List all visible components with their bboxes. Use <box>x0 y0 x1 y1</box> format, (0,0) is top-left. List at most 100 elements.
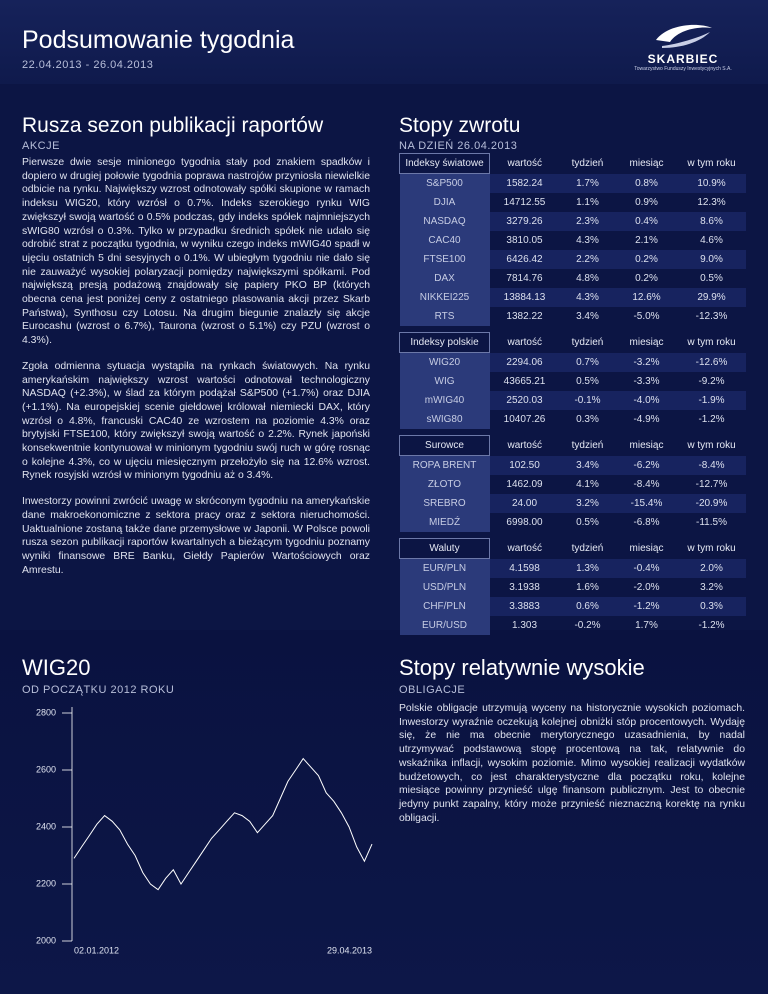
cell: 1.6% <box>576 582 599 593</box>
x-tick-label: 02.01.2012 <box>74 945 119 955</box>
table-row: USD/PLN 3.1938 1.6% -2.0% 3.2% <box>399 578 746 597</box>
row-label: WIG20 <box>399 352 490 372</box>
cell: 2.0% <box>677 558 746 578</box>
y-tick-label: 2400 <box>36 821 56 831</box>
header-cell: miesiąc <box>629 440 664 451</box>
cell: 0.4% <box>615 212 678 231</box>
row-label: S&P500 <box>399 173 490 193</box>
header-cell: tydzień <box>571 158 604 169</box>
row-label: EUR/USD <box>399 616 490 635</box>
cell: -1.9% <box>677 391 746 410</box>
cell: 6426.42 <box>489 250 560 269</box>
row-label: ZŁOTO <box>399 475 490 494</box>
section-subtitle: AKCJE <box>22 140 60 152</box>
header-cell: Indeksy światowe <box>399 153 490 174</box>
row-label: NASDAQ <box>399 212 490 231</box>
paragraph: Polskie obligacje utrzymują wyceny na hi… <box>399 703 745 824</box>
paragraph: Inwestorzy powinni zwrócić uwagę w skróc… <box>22 496 370 576</box>
cell: -8.4% <box>677 455 746 475</box>
cell: -12.6% <box>677 352 746 372</box>
table-row: NASDAQ 3279.26 2.3% 0.4% 8.6% <box>399 212 746 231</box>
table-row: mWIG40 2520.03 -0.1% -4.0% -1.9% <box>399 391 746 410</box>
cell: 8.6% <box>677 212 746 231</box>
cell: 0.9% <box>635 197 658 208</box>
header-cell: w tym roku <box>687 543 736 554</box>
header-band <box>0 0 768 84</box>
line-series <box>73 757 373 891</box>
cell: 29.9% <box>677 288 746 307</box>
table-row: EUR/PLN 4.1598 1.3% -0.4% 2.0% <box>399 558 746 578</box>
cell: 1.3% <box>559 558 616 578</box>
cell: 4.1598 <box>489 558 560 578</box>
cell: -6.8% <box>633 517 660 528</box>
cell: -1.2% <box>615 597 678 616</box>
page-dates: 22.04.2013 - 26.04.2013 <box>22 59 154 71</box>
cell: 9.0% <box>677 250 746 269</box>
header-cell: tydzień <box>571 543 604 554</box>
chart-subtitle: OD POCZĄTKU 2012 ROKU <box>22 684 175 696</box>
cell: -8.4% <box>633 479 660 490</box>
header-row: Indeksy polskie wartość tydzień miesiąc w ty… <box>399 332 746 353</box>
returns-table: Indeksy polskie wartość tydzień miesiąc w ty… <box>399 332 746 429</box>
page-title: Podsumowanie tygodnia <box>22 26 295 54</box>
header-cell: Indeksy polskie <box>399 332 490 353</box>
x-tick-label: 29.04.2013 <box>327 945 372 955</box>
header-cell: miesiąc <box>629 337 664 348</box>
cell: 3810.05 <box>506 235 543 246</box>
cell: -4.0% <box>615 391 678 410</box>
table-row: RTS 1382.22 3.4% -5.0% -12.3% <box>399 307 746 326</box>
cell: -2.0% <box>633 582 660 593</box>
cell: 1.303 <box>511 620 538 631</box>
cell: 3.2% <box>559 494 616 513</box>
cell: -15.4% <box>615 494 678 513</box>
header-cell: wartość <box>507 337 542 348</box>
row-label: WIG <box>399 372 490 391</box>
header-row: Waluty wartość tydzień miesiąc w tym roku <box>399 538 746 559</box>
cell: 0.3% <box>576 414 599 425</box>
cell: 4.3% <box>559 288 616 307</box>
cell: 3.4% <box>559 455 616 475</box>
cell: -6.2% <box>615 455 678 475</box>
bottom-band <box>0 630 768 994</box>
y-tick-label: 2600 <box>36 764 56 774</box>
cell: 14712.55 <box>503 197 546 208</box>
cell: 1.1% <box>576 197 599 208</box>
cell: -0.4% <box>615 558 678 578</box>
y-tick-label: 2800 <box>36 707 56 717</box>
chart-title: WIG20 <box>22 655 91 680</box>
table-row: CHF/PLN 3.3883 0.6% -1.2% 0.3% <box>399 597 746 616</box>
section-title: Stopy relatywnie wysokie <box>399 655 645 680</box>
cell: 3.1938 <box>509 582 540 593</box>
header-cell: wartość <box>507 158 542 169</box>
y-tick-label: 2200 <box>36 878 56 888</box>
cell: 3.4% <box>576 311 599 322</box>
returns-tables: Indeksy światowe wartość tydzień miesiąc w t… <box>399 153 746 641</box>
cell: 12.6% <box>615 288 678 307</box>
section-subtitle: NA DZIEŃ 26.04.2013 <box>399 140 518 152</box>
header-cell: miesiąc <box>629 543 664 554</box>
header-row: Indeksy światowe wartość tydzień miesiąc w t… <box>399 153 746 174</box>
cell: -9.2% <box>698 376 725 387</box>
paragraph: Zgoła odmienna sytuacja wystąpiła na ryn… <box>22 360 370 482</box>
header-cell: Waluty <box>399 538 490 559</box>
header-cell: w tym roku <box>687 158 736 169</box>
row-label: CHF/PLN <box>399 597 490 616</box>
cell: 6998.00 <box>506 517 543 528</box>
table-row: EUR/USD 1.303 -0.2% 1.7% -1.2% <box>399 616 746 635</box>
cell: -11.5% <box>696 517 727 528</box>
row-label: SREBRO <box>399 494 490 513</box>
table-row: DJIA 14712.55 1.1% 0.9% 12.3% <box>399 193 746 212</box>
article: Pierwsze dwie sesje minionego tygodnia s… <box>22 156 370 589</box>
section-subtitle: OBLIGACJE <box>399 684 466 696</box>
row-label: DJIA <box>399 193 490 212</box>
table-row: sWIG80 10407.26 0.3% -4.9% -1.2% <box>399 410 746 429</box>
cell: -4.9% <box>633 414 660 425</box>
cell: 0.6% <box>559 597 616 616</box>
line-chart: 2000 2200 2400 2600 2800 02.01.2012 29.04.2013 <box>36 707 373 955</box>
header-cell: w tym roku <box>687 440 736 451</box>
table-row: MIEDŹ 6998.00 0.5% -6.8% -11.5% <box>399 513 746 532</box>
cell: 2.1% <box>635 235 658 246</box>
returns-table: Surowce wartość tydzień miesiąc w tym roku RO… <box>399 435 746 532</box>
cell: 12.3% <box>697 197 726 208</box>
